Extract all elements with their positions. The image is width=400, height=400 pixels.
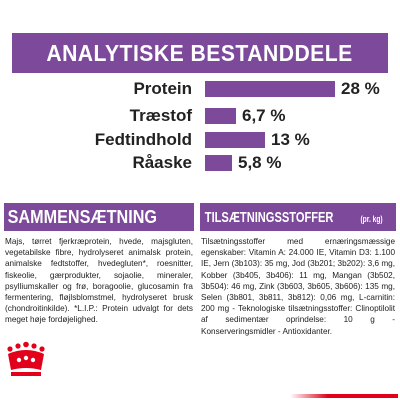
- composition-header: SAMMENSÆTNING: [4, 203, 194, 231]
- page-title: ANALYTISKE BESTANDDELE: [46, 39, 354, 66]
- analytics-label: Råaske: [132, 153, 192, 172]
- analytics-bar: [205, 108, 236, 124]
- analytics-value: 5,8 %: [238, 153, 282, 172]
- analytics-row-fedtindhold: Fedtindhold 13 %: [0, 129, 400, 151]
- composition-text: Majs, tørret fjerkræprotein, hvede, majs…: [5, 237, 193, 325]
- analytics-label: Træstof: [129, 106, 192, 125]
- analytics-value: 28 %: [341, 79, 380, 98]
- analytics-value: 6,7 %: [242, 106, 286, 125]
- additives-title-wrap: TILSÆTNINGSSTOFFER (pr. kg): [200, 209, 387, 226]
- analytics-row-raaske: Råaske 5,8 %: [0, 152, 400, 174]
- bottom-stripe: [290, 394, 398, 398]
- additives-text: Tilsætningsstoffer med ernæringsmæssige …: [201, 237, 395, 336]
- crown-logo: [7, 341, 45, 376]
- analytics-label: Fedtindhold: [94, 130, 192, 149]
- additives-title: TILSÆTNINGSSTOFFER: [204, 208, 334, 226]
- additives-header: TILSÆTNINGSSTOFFER (pr. kg): [200, 203, 396, 231]
- analytics-bar: [205, 155, 232, 171]
- additives-title-suffix: (pr. kg): [360, 213, 383, 224]
- analytics-bar: [205, 81, 335, 97]
- composition-title: SAMMENSÆTNING: [7, 206, 157, 227]
- analytics-row-protein: Protein 28 %: [0, 78, 400, 100]
- analytics-label: Protein: [133, 79, 192, 98]
- header-bar: ANALYTISKE BESTANDDELE: [12, 33, 388, 73]
- analytics-row-traestof: Træstof 6,7 %: [0, 105, 400, 127]
- analytics-bar: [205, 132, 265, 148]
- analytics-value: 13 %: [271, 130, 310, 149]
